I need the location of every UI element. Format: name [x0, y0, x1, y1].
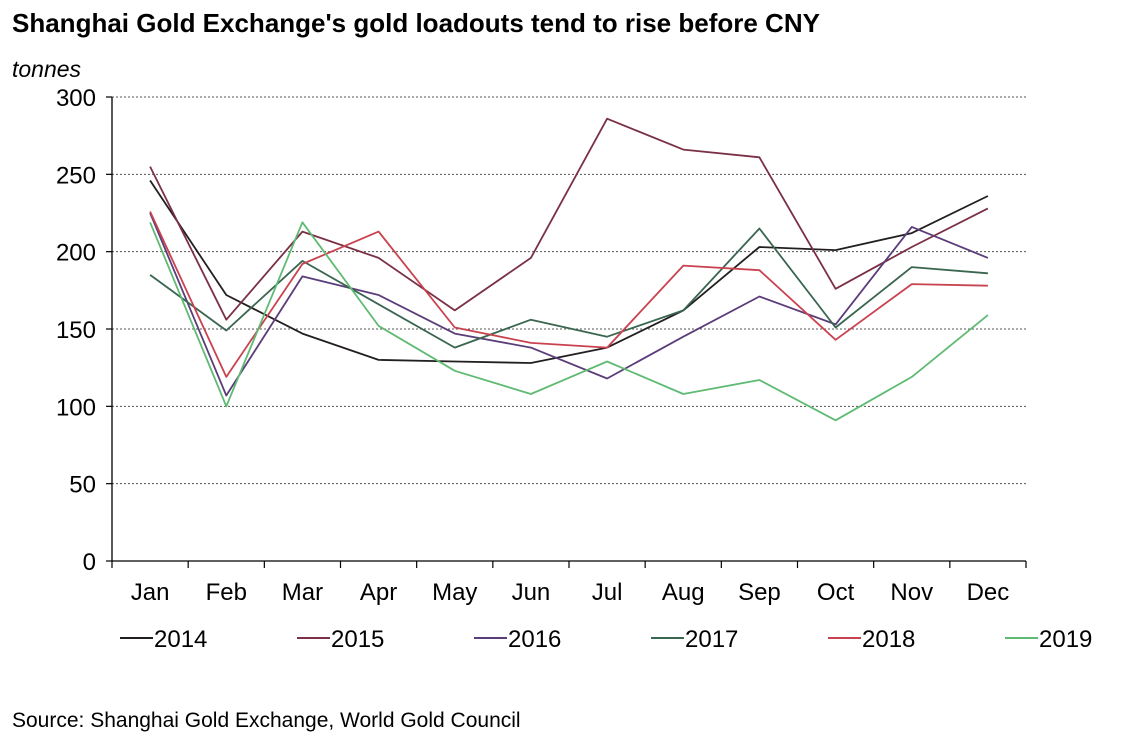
legend-label-2016: 2016 — [508, 626, 561, 653]
y-axis-ticks: 0 50 100 150 200 250 300 — [56, 85, 112, 576]
y-axis-unit-label: tonnes — [12, 56, 82, 82]
legend: 2014 2015 2016 2017 2018 2019 — [120, 626, 1092, 653]
x-tick-label: Aug — [662, 579, 705, 606]
x-axis-ticks: Jan Feb Mar Apr May Jun Jul Aug Sep Oct Nov Dec — [111, 561, 1027, 606]
legend-label-2018: 2018 — [862, 626, 915, 653]
x-tick-label: Sep — [738, 579, 781, 606]
legend-label-2015: 2015 — [331, 626, 384, 653]
series-line-2018 — [149, 211, 988, 378]
x-tick-label: Apr — [360, 579, 397, 606]
x-tick-label: May — [432, 579, 477, 606]
x-tick-label: Jan — [131, 579, 170, 606]
y-tick-label: 50 — [69, 472, 96, 499]
y-tick-label: 200 — [56, 240, 96, 267]
y-tick-label: 300 — [56, 85, 96, 112]
series-line-2014 — [149, 180, 989, 364]
series-lines — [149, 117, 989, 422]
legend-label-2019: 2019 — [1039, 626, 1092, 653]
source-note: Source: Shanghai Gold Exchange, World Go… — [12, 709, 521, 732]
y-tick-label: 250 — [56, 162, 96, 189]
x-tick-label: Jun — [512, 579, 551, 606]
y-tick-label: 100 — [56, 394, 96, 421]
chart-title: Shanghai Gold Exchange's gold loadouts t… — [12, 8, 820, 38]
x-tick-label: Feb — [206, 579, 247, 606]
x-tick-label: Nov — [890, 579, 933, 606]
x-tick-label: Oct — [817, 579, 855, 606]
series-line-2017 — [149, 227, 988, 349]
gridlines — [112, 96, 1026, 485]
x-tick-label: Mar — [282, 579, 323, 606]
legend-label-2017: 2017 — [685, 626, 738, 653]
legend-label-2014: 2014 — [154, 626, 207, 653]
series-line-2015 — [149, 117, 989, 321]
x-tick-label: Jul — [592, 579, 623, 606]
y-tick-label: 0 — [83, 549, 96, 576]
series-line-2019 — [149, 221, 989, 422]
x-tick-label: Dec — [967, 579, 1010, 606]
y-tick-label: 150 — [56, 317, 96, 344]
series-line-2016 — [149, 212, 989, 397]
